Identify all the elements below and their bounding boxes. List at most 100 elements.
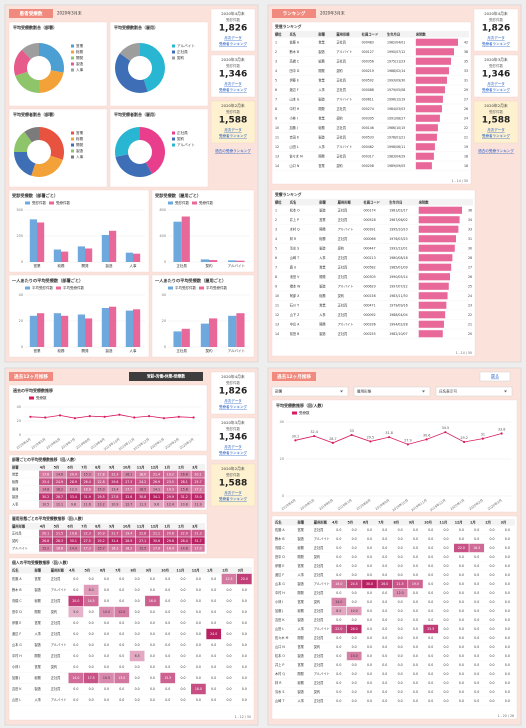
cell: 33.0 — [195, 495, 202, 499]
cell: 0.0 — [489, 555, 494, 559]
cell: 8.0 — [89, 588, 94, 592]
legend-label: 製造 — [76, 148, 84, 153]
heat-cell — [122, 478, 136, 486]
legend-label: アルバイト — [177, 142, 195, 147]
bar — [415, 67, 449, 75]
filter-dropdown[interactable] — [271, 386, 349, 397]
filter-dropdown[interactable] — [435, 386, 513, 397]
cell: 19.8 — [70, 531, 77, 535]
heat-cell — [438, 606, 454, 616]
bar — [77, 246, 85, 262]
heat-cell — [484, 696, 500, 706]
cell: 14.5 — [88, 599, 95, 603]
cell: 000611 — [362, 97, 374, 101]
cell: 0.0 — [505, 564, 510, 568]
cell: 開発 — [297, 590, 304, 595]
cell: 0.0 — [367, 627, 372, 631]
heat-cell — [346, 597, 362, 607]
card-value: 1,826 — [219, 24, 247, 34]
cell: 0.0 — [444, 564, 449, 568]
cell: 佐々木 M — [275, 635, 289, 640]
card-link[interactable]: 月次データ — [224, 35, 242, 40]
x-tick-label: 開発 — [82, 348, 89, 353]
column-header: 社員コード — [362, 199, 379, 204]
cell: 佐藤 A — [12, 576, 22, 581]
heat-cell — [129, 694, 145, 706]
bar — [133, 309, 141, 347]
cell: 小林 I — [12, 664, 20, 669]
cell: 井上 P — [290, 217, 299, 222]
footer-link[interactable]: 過去の受療ランキング — [478, 148, 514, 153]
back-link[interactable]: 戻る — [491, 373, 499, 379]
cell: 0.0 — [505, 591, 510, 595]
filter-label[interactable]: 雇用形態 — [357, 389, 372, 394]
card-link[interactable]: 受療者ランキング — [219, 133, 247, 138]
cell: 4 — [275, 69, 277, 73]
cell: 24 — [468, 294, 472, 298]
heat-cell — [362, 687, 377, 697]
heat-cell — [408, 552, 423, 562]
cell: 営業 — [297, 644, 304, 649]
card-link[interactable]: 月次データ — [224, 490, 242, 495]
heat-cell — [362, 543, 377, 553]
cell: 19.4 — [125, 531, 132, 535]
card-link[interactable]: 月次データ — [487, 127, 505, 132]
toggle-button[interactable] — [129, 372, 203, 381]
cell: 0.0 — [382, 636, 387, 640]
heat-cell — [39, 544, 53, 552]
toggle-button-label[interactable]: 受診・労働・休業・受療数 — [147, 374, 185, 379]
heat-cell — [408, 534, 423, 544]
filter-dropdown[interactable] — [353, 386, 431, 397]
heat-cell — [484, 678, 500, 688]
cell: 中村 H — [289, 106, 299, 111]
cell: 0.0 — [211, 577, 216, 581]
cell: 0.0 — [367, 699, 372, 703]
cell: 0.0 — [135, 698, 140, 702]
card-link[interactable]: 受療者ランキング — [219, 496, 247, 501]
heat-cell — [83, 639, 99, 651]
heat-cell — [68, 573, 84, 585]
heat-cell — [423, 525, 439, 535]
cell: 正社員 — [314, 635, 324, 640]
card-link[interactable]: 受療者ランキング — [219, 450, 247, 455]
column-header: 2月 — [222, 567, 228, 572]
back-button[interactable] — [479, 371, 511, 382]
cell: 山田 L — [12, 697, 21, 702]
cell: 山口 N — [289, 163, 299, 168]
header-tab — [9, 372, 53, 381]
card-link[interactable]: 受療者ランキング — [219, 41, 247, 46]
heat-cell — [191, 694, 206, 706]
card-date: 2020年2月末 — [484, 103, 508, 108]
cell: アルバイト — [336, 49, 352, 54]
card-link[interactable]: 月次データ — [487, 35, 505, 40]
x-tick-label: アルバイト — [228, 348, 245, 353]
heat-cell — [469, 525, 485, 535]
card-link[interactable]: 月次データ — [224, 127, 242, 132]
card-link[interactable]: 受療者ランキング — [219, 87, 247, 92]
column-header: 社員コード — [361, 31, 378, 36]
cell: 15.3 — [84, 472, 91, 476]
bar — [109, 306, 117, 347]
bar — [37, 313, 45, 347]
card-link[interactable]: 受療者ランキング — [482, 133, 510, 138]
card-link[interactable]: 月次データ — [487, 81, 505, 86]
card-link[interactable]: 受療者ランキング — [482, 87, 510, 92]
card-link[interactable]: 月次データ — [224, 398, 242, 403]
cell: 0.0 — [242, 654, 247, 658]
cell: 0.0 — [119, 632, 124, 636]
filter-label[interactable]: 部署 — [275, 389, 283, 394]
cell: 0.0 — [428, 564, 433, 568]
cell: 製造 — [297, 581, 304, 586]
cell: 営業 — [297, 527, 304, 532]
legend-label: 営業 — [76, 130, 84, 135]
card-link[interactable]: 月次データ — [224, 444, 242, 449]
heat-cell — [177, 544, 191, 552]
card-link[interactable]: 受療者ランキング — [482, 41, 510, 46]
card-link[interactable]: 受療者ランキング — [219, 404, 247, 409]
heat-cell — [499, 525, 515, 535]
cell: アルバイト — [314, 626, 330, 631]
footer-link[interactable]: 過去の受療ランキング — [215, 148, 251, 153]
heat-cell — [94, 544, 108, 552]
filter-label[interactable]: 氏名表示可 — [439, 389, 457, 394]
card-link[interactable]: 月次データ — [224, 81, 242, 86]
